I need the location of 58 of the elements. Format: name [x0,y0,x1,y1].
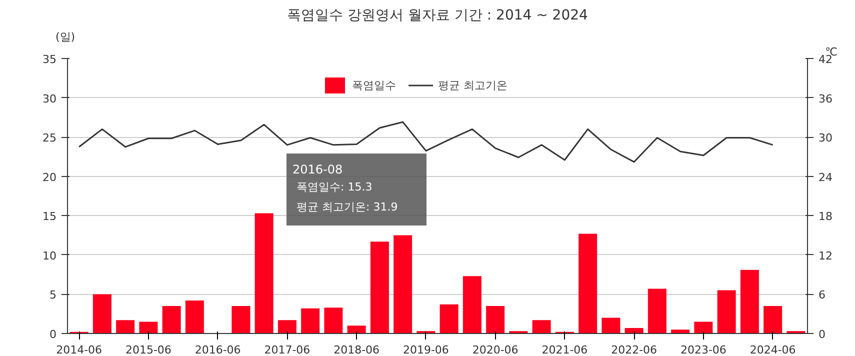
y-tick-label: 35 [42,53,57,66]
legend-label: 평균 최고기온 [438,78,508,92]
y-tick-label: 20 [42,170,57,184]
bar [532,320,551,334]
annotation: 평균 최고기온: 31.9 [296,200,398,214]
annotation: 2016-08 [292,162,343,176]
annotation: 폭염일수: 15.3 [296,180,372,194]
x-tick-label: 2016-06 [194,344,241,356]
y2-tick-label: 0 [818,328,826,341]
y2-tick-label: 6 [818,288,826,302]
bar [232,306,250,334]
x-tick-label: 2014-06 [56,344,102,356]
y-axis-title: (일) [56,30,76,44]
x-tick-label: 2019-06 [402,344,449,356]
bar [324,308,343,334]
bar [764,306,782,334]
x-tick-label: 2022-06 [611,344,658,356]
bar [486,306,505,334]
x-tick-label: 2024-06 [750,344,796,356]
bar [185,300,204,334]
bar [717,290,736,334]
x-tick-label: 2023-06 [680,344,726,356]
chart-title: 폭염일수 강원영서 월자료 기간 : 2014 ~ 2024 [287,8,588,24]
bar [116,320,135,334]
bar [740,270,759,334]
y2-tick-label: 12 [818,249,832,262]
bar [648,288,666,334]
y-tick-label: 15 [42,210,57,224]
y-tick-label: 25 [42,132,57,145]
bar [162,306,181,334]
bar [394,235,412,334]
x-tick-label: 2021-06 [542,344,588,356]
x-tick-label: 2018-06 [334,344,380,356]
bar [578,234,598,334]
y2-tick-label: 24 [818,170,832,184]
x-tick-label: 2020-06 [472,344,518,356]
y2-tick-label: 36 [818,92,832,106]
x-tick-label: 2015-06 [125,344,172,356]
bar [254,213,274,334]
bar [278,320,296,334]
legend-label: 폭염일수 [352,78,396,92]
y-tick-label: 30 [42,92,57,106]
bar [92,294,112,334]
bar [462,276,482,334]
bar [347,326,366,334]
x-tick-label: 2017-06 [264,344,310,356]
bar [440,304,458,334]
bar [139,322,158,334]
y2-tick-label: 30 [818,132,832,145]
y2-tick-label: 18 [818,210,832,224]
y-tick-label: 5 [50,288,56,302]
bar [602,318,620,334]
y-tick-label: 0 [50,328,56,341]
y-tick-label: 10 [42,249,57,262]
bar [301,308,320,334]
bar [370,242,389,334]
bar [694,322,713,334]
line-series [78,121,774,163]
